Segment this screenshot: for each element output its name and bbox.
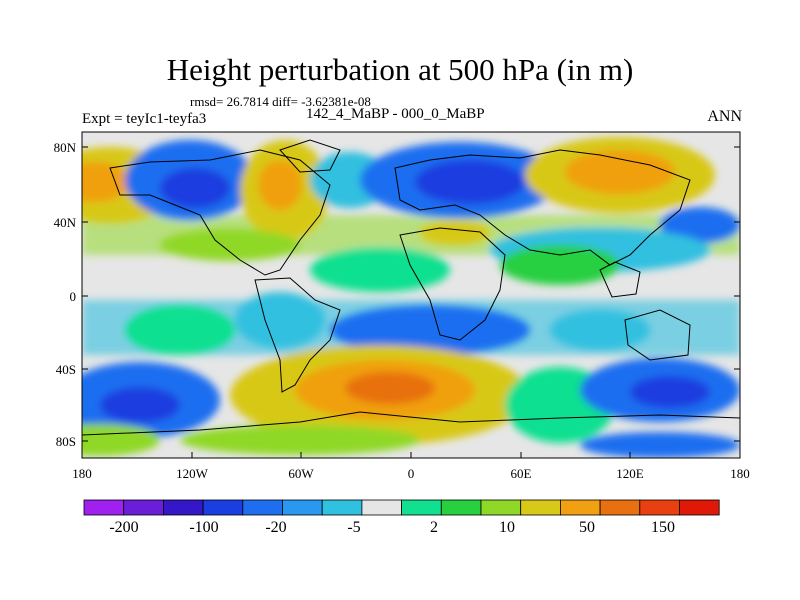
latitude-tick-labels: 80N 40N 0 40S 80S [54, 140, 77, 449]
colorbar-swatch [520, 499, 561, 516]
contour-fill-field [82, 132, 740, 458]
colorbar-swatch [83, 499, 125, 516]
colorbar-swatch [401, 499, 442, 516]
colorbar-label: -20 [265, 519, 286, 536]
lon-tick-label: 0 [408, 466, 415, 481]
lon-tick-label: 180 [72, 466, 92, 481]
colorbar-swatch [480, 499, 522, 516]
colorbar-swatch [599, 499, 641, 516]
colorbar-label: -200 [109, 519, 138, 536]
coastline-outlines [82, 139, 740, 436]
colorbar-swatch [639, 499, 680, 516]
colorbar-swatch [162, 499, 204, 516]
longitude-tick-labels: 180 120W 60W 0 60E 120E 180 [72, 466, 750, 481]
colorbar-swatch [123, 499, 164, 516]
colorbar [83, 499, 720, 516]
colorbar-label: 10 [499, 519, 515, 536]
colorbar-label: 2 [430, 519, 438, 536]
colorbar-swatch [361, 499, 402, 516]
colorbar-swatch [440, 499, 482, 516]
experiment-label: Expt = teyIc1-teyfa3 [82, 111, 207, 127]
lat-tick-label: 40S [56, 362, 76, 377]
lat-tick-label: 80S [56, 434, 76, 449]
colorbar-swatch [242, 499, 283, 516]
rmsd-diff-stats: rmsd= 26.7814 diff= -3.62381e-08 [190, 94, 371, 109]
colorbar-label: 150 [651, 519, 675, 536]
colorbar-swatch [202, 499, 244, 516]
colorbar-label: -100 [189, 519, 218, 536]
colorbar-label: 50 [579, 519, 595, 536]
lon-tick-label: 180 [730, 466, 750, 481]
colorbar-swatch [679, 499, 720, 516]
colorbar-labels: -200 -100 -20 -5 2 10 50 150 [109, 519, 675, 536]
season-label: ANN [707, 108, 742, 125]
plot-title: Height perturbation at 500 hPa (in m) [166, 52, 634, 87]
colorbar-swatch [321, 499, 363, 516]
colorbar-swatch [282, 499, 323, 516]
lat-tick-label: 80N [54, 140, 77, 155]
lat-tick-label: 40N [54, 215, 77, 230]
lat-tick-label: 0 [70, 289, 77, 304]
experiment-difference-subtitle: 142_4_MaBP - 000_0_MaBP [306, 106, 485, 122]
lon-tick-label: 120W [176, 466, 209, 481]
lon-tick-label: 60E [511, 466, 532, 481]
lon-tick-label: 120E [616, 466, 644, 481]
colorbar-swatch [560, 499, 601, 516]
lon-tick-label: 60W [288, 466, 314, 481]
colorbar-label: -5 [347, 519, 360, 536]
